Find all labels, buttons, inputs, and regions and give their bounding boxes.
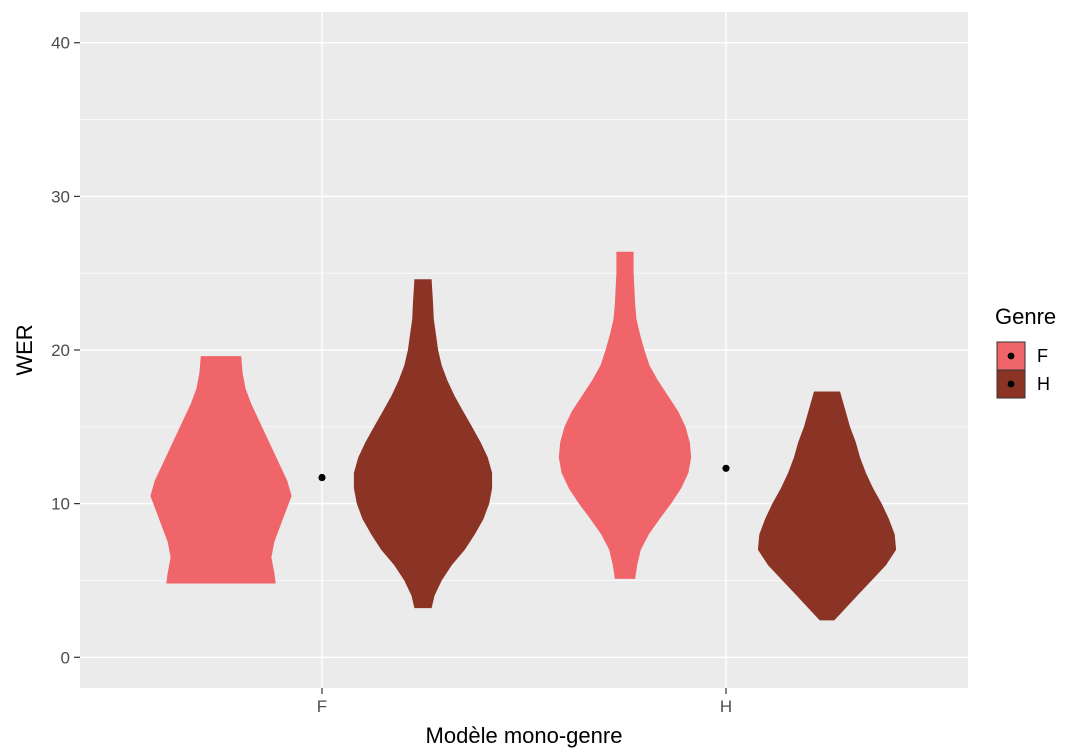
y-tick-label: 30 <box>51 187 70 206</box>
legend-point-F <box>1007 352 1015 360</box>
y-tick-label: 20 <box>51 341 70 360</box>
axes: 0 10 20 30 40 F H <box>51 34 732 716</box>
x-tick-label: H <box>720 697 732 716</box>
legend-entries: FH <box>996 341 1050 399</box>
x-axis-title: Modèle mono-genre <box>426 723 623 748</box>
x-tick-label: F <box>317 697 327 716</box>
violins <box>150 251 897 621</box>
legend-label-H: H <box>1037 374 1050 394</box>
y-tick-label: 0 <box>61 648 70 667</box>
legend: Genre FH <box>995 304 1056 399</box>
points <box>318 464 730 482</box>
mean-point-F <box>318 473 326 482</box>
y-tick-label: 40 <box>51 34 70 53</box>
violin-F-model-F <box>150 356 292 584</box>
mean-point-H <box>722 464 730 472</box>
y-tick-label: 10 <box>51 495 70 514</box>
legend-title: Genre <box>995 304 1056 329</box>
legend-point-H <box>1007 380 1015 388</box>
violin-H-model-F <box>353 279 493 609</box>
legend-label-F: F <box>1037 346 1048 366</box>
violin-F-model-H <box>558 251 692 579</box>
violin-H-model-H <box>757 391 897 621</box>
y-axis-title: WER <box>12 324 37 375</box>
